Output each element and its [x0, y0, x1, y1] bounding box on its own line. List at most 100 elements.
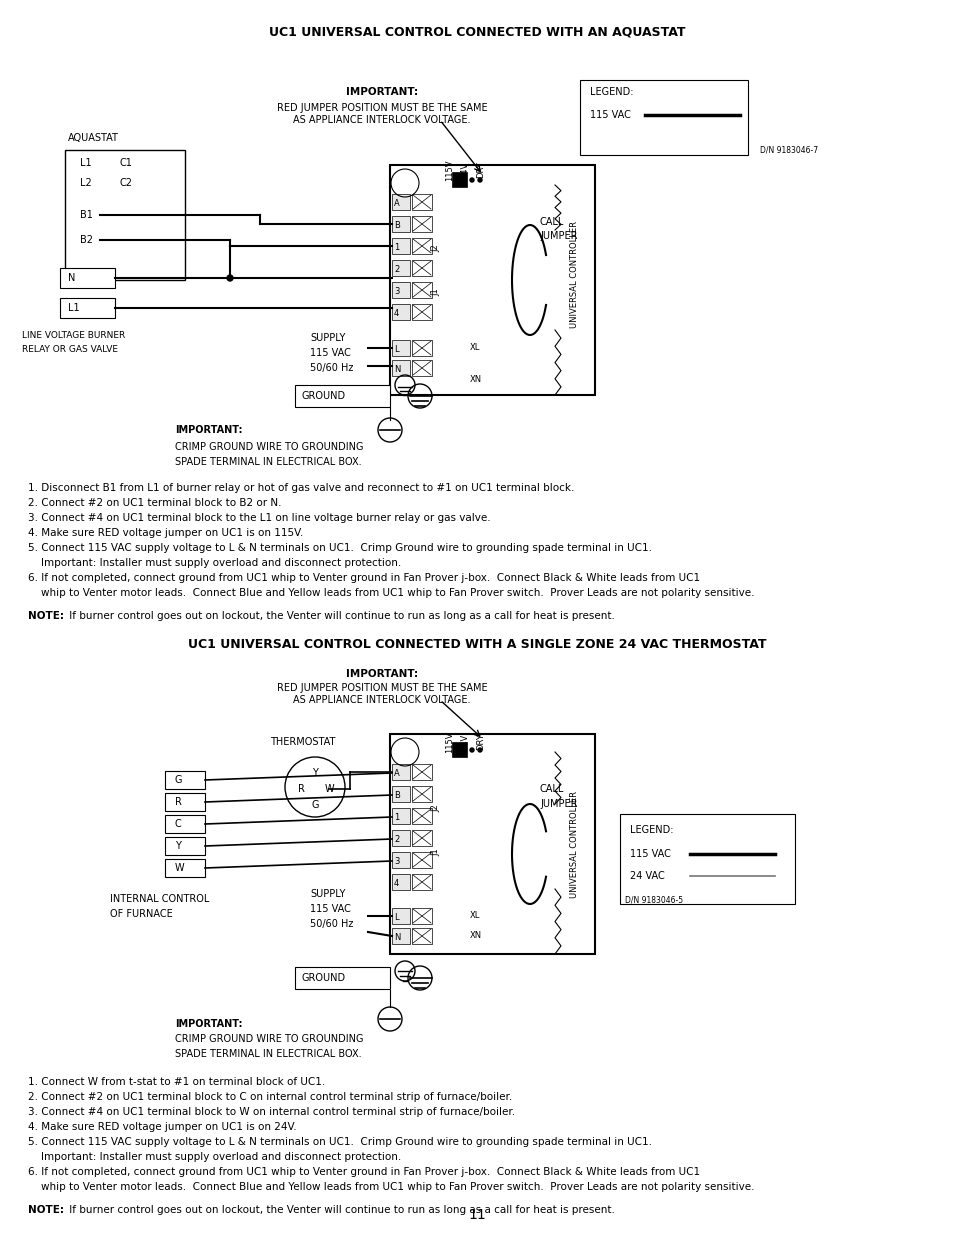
Text: LEGEND:: LEGEND:: [589, 86, 633, 98]
Text: 11: 11: [468, 1208, 485, 1221]
Text: CRIMP GROUND WIRE TO GROUNDING: CRIMP GROUND WIRE TO GROUNDING: [174, 1034, 363, 1044]
Text: AS APPLIANCE INTERLOCK VOLTAGE.: AS APPLIANCE INTERLOCK VOLTAGE.: [293, 695, 470, 705]
Text: RED JUMPER POSITION MUST BE THE SAME: RED JUMPER POSITION MUST BE THE SAME: [276, 103, 487, 112]
Text: N: N: [394, 364, 400, 373]
Text: UC1 UNIVERSAL CONTROL CONNECTED WITH A SINGLE ZONE 24 VAC THERMOSTAT: UC1 UNIVERSAL CONTROL CONNECTED WITH A S…: [188, 637, 765, 651]
Bar: [165, 771, 205, 789]
Text: NOTE:: NOTE:: [28, 611, 64, 621]
Bar: [412, 927, 432, 944]
Bar: [392, 852, 410, 868]
Text: J1: J1: [431, 288, 440, 296]
Text: CRIMP GROUND WIRE TO GROUNDING: CRIMP GROUND WIRE TO GROUNDING: [174, 442, 363, 452]
Bar: [412, 785, 432, 802]
Text: SUPPLY: SUPPLY: [310, 333, 345, 343]
Bar: [412, 238, 432, 254]
Text: XN: XN: [470, 931, 481, 941]
Bar: [390, 734, 595, 953]
Text: J2: J2: [431, 245, 440, 252]
Text: LINE VOLTAGE BURNER: LINE VOLTAGE BURNER: [22, 331, 125, 340]
Text: 4. Make sure RED voltage jumper on UC1 is on 24V.: 4. Make sure RED voltage jumper on UC1 i…: [28, 1123, 296, 1132]
Text: SPADE TERMINAL IN ELECTRICAL BOX.: SPADE TERMINAL IN ELECTRICAL BOX.: [174, 1049, 361, 1058]
Bar: [165, 837, 205, 855]
Text: J2: J2: [431, 804, 440, 811]
Bar: [412, 874, 432, 890]
Text: L: L: [394, 345, 398, 353]
Text: DRY: DRY: [476, 162, 484, 178]
Bar: [412, 808, 432, 824]
Bar: [392, 261, 410, 275]
Circle shape: [477, 178, 481, 182]
Text: IMPORTANT:: IMPORTANT:: [174, 425, 242, 435]
Bar: [412, 261, 432, 275]
Text: SPADE TERMINAL IN ELECTRICAL BOX.: SPADE TERMINAL IN ELECTRICAL BOX.: [174, 457, 361, 467]
Text: XL: XL: [470, 911, 480, 920]
Bar: [412, 340, 432, 356]
Text: If burner control goes out on lockout, the Venter will continue to run as long a: If burner control goes out on lockout, t…: [66, 611, 615, 621]
Text: If burner control goes out on lockout, the Venter will continue to run as long a: If burner control goes out on lockout, t…: [66, 1205, 615, 1215]
Text: 24V: 24V: [459, 734, 469, 750]
Text: 2: 2: [394, 264, 399, 273]
Text: N: N: [394, 932, 400, 941]
Bar: [392, 194, 410, 210]
Bar: [392, 359, 410, 375]
Bar: [412, 852, 432, 868]
Text: AQUASTAT: AQUASTAT: [68, 133, 119, 143]
Text: 3: 3: [394, 287, 399, 295]
Bar: [165, 860, 205, 877]
Text: LEGEND:: LEGEND:: [629, 825, 673, 835]
Bar: [412, 216, 432, 232]
Text: J1: J1: [431, 848, 440, 856]
Bar: [65, 149, 185, 280]
Circle shape: [477, 748, 481, 752]
Text: N: N: [68, 273, 75, 283]
Text: XN: XN: [470, 375, 481, 384]
Bar: [392, 927, 410, 944]
Bar: [392, 304, 410, 320]
Bar: [412, 304, 432, 320]
Text: whip to Venter motor leads.  Connect Blue and Yellow leads from UC1 whip to Fan : whip to Venter motor leads. Connect Blue…: [28, 1182, 754, 1192]
Text: L1: L1: [80, 158, 91, 168]
Text: 5. Connect 115 VAC supply voltage to L & N terminals on UC1.  Crimp Ground wire : 5. Connect 115 VAC supply voltage to L &…: [28, 1137, 651, 1147]
Text: IMPORTANT:: IMPORTANT:: [346, 669, 417, 679]
Text: UC1 UNIVERSAL CONTROL CONNECTED WITH AN AQUASTAT: UC1 UNIVERSAL CONTROL CONNECTED WITH AN …: [269, 26, 684, 38]
Text: JUMPER: JUMPER: [539, 231, 577, 241]
Text: JUMPER: JUMPER: [539, 799, 577, 809]
Text: 4: 4: [394, 878, 399, 888]
Circle shape: [470, 748, 474, 752]
Bar: [294, 967, 390, 989]
Text: CALL: CALL: [539, 784, 564, 794]
Bar: [392, 216, 410, 232]
Text: L2: L2: [80, 178, 91, 188]
Text: 1: 1: [394, 813, 399, 821]
Bar: [392, 340, 410, 356]
Text: 4. Make sure RED voltage jumper on UC1 is on 115V.: 4. Make sure RED voltage jumper on UC1 i…: [28, 529, 303, 538]
Text: G: G: [311, 800, 318, 810]
Text: OF FURNACE: OF FURNACE: [110, 909, 172, 919]
Text: 2: 2: [394, 835, 399, 844]
Text: G: G: [174, 776, 182, 785]
Text: 5. Connect 115 VAC supply voltage to L & N terminals on UC1.  Crimp Ground wire : 5. Connect 115 VAC supply voltage to L &…: [28, 543, 651, 553]
Text: W: W: [324, 784, 334, 794]
Text: AS APPLIANCE INTERLOCK VOLTAGE.: AS APPLIANCE INTERLOCK VOLTAGE.: [293, 115, 470, 125]
Text: Important: Installer must supply overload and disconnect protection.: Important: Installer must supply overloa…: [28, 558, 401, 568]
Text: 4: 4: [394, 309, 399, 317]
Text: 2. Connect #2 on UC1 terminal block to C on internal control terminal strip of f: 2. Connect #2 on UC1 terminal block to C…: [28, 1092, 512, 1102]
Text: R: R: [174, 797, 182, 806]
Text: B: B: [394, 221, 399, 230]
Text: 1. Disconnect B1 from L1 of burner relay or hot of gas valve and reconnect to #1: 1. Disconnect B1 from L1 of burner relay…: [28, 483, 574, 493]
Bar: [392, 874, 410, 890]
Text: 2. Connect #2 on UC1 terminal block to B2 or N.: 2. Connect #2 on UC1 terminal block to B…: [28, 498, 281, 508]
Text: D/N 9183046-5: D/N 9183046-5: [624, 895, 682, 904]
Text: XL: XL: [470, 343, 480, 352]
Bar: [412, 908, 432, 924]
Bar: [60, 268, 115, 288]
Text: B: B: [394, 790, 399, 799]
Text: 3. Connect #4 on UC1 terminal block to the L1 on line voltage burner relay or ga: 3. Connect #4 on UC1 terminal block to t…: [28, 513, 490, 522]
Circle shape: [470, 178, 474, 182]
Text: C2: C2: [120, 178, 132, 188]
Bar: [390, 165, 595, 395]
Text: RED JUMPER POSITION MUST BE THE SAME: RED JUMPER POSITION MUST BE THE SAME: [276, 683, 487, 693]
Text: R: R: [297, 784, 304, 794]
Text: 3: 3: [394, 857, 399, 866]
Text: 6. If not completed, connect ground from UC1 whip to Venter ground in Fan Prover: 6. If not completed, connect ground from…: [28, 573, 700, 583]
